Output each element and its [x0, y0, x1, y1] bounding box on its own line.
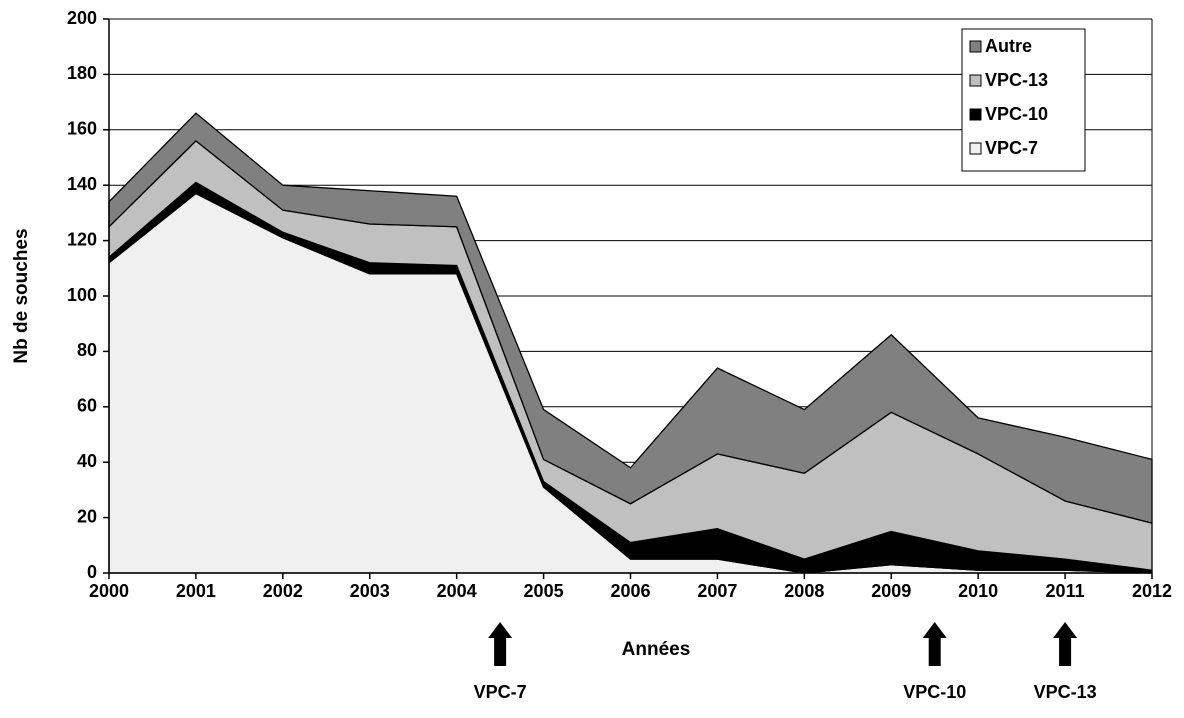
y-tick-label: 20 [77, 506, 97, 526]
x-tick-label: 2008 [784, 581, 824, 601]
y-axis-title: Nb de souches [11, 228, 32, 363]
arrow [1053, 622, 1078, 666]
legend-label: VPC-13 [985, 70, 1048, 90]
x-tick-label: 2001 [176, 581, 216, 601]
legend-swatch [969, 142, 982, 155]
x-tick-label: 2005 [524, 581, 564, 601]
legend-label: Autre [985, 36, 1032, 56]
legend-swatch [969, 74, 982, 87]
x-tick-label: 2002 [263, 581, 303, 601]
x-tick-label: 2006 [610, 581, 650, 601]
legend-label: VPC-7 [985, 138, 1038, 158]
x-axis-title: Années [622, 639, 691, 660]
y-tick-label: 200 [67, 8, 97, 28]
y-tick-label: 40 [77, 451, 97, 471]
y-tick-label: 180 [67, 63, 97, 83]
legend-swatch [969, 40, 982, 53]
annotation: VPC-7 [474, 682, 527, 702]
legend-swatch [969, 108, 982, 121]
x-tick-label: 2012 [1132, 581, 1172, 601]
arrow [922, 622, 947, 666]
y-tick-label: 60 [77, 396, 97, 416]
legend-box [961, 28, 1086, 172]
y-tick-label: 0 [87, 562, 97, 582]
x-tick-label: 2003 [350, 581, 390, 601]
x-tick-label: 2000 [89, 581, 129, 601]
x-tick-label: 2010 [958, 581, 998, 601]
x-tick-label: 2011 [1046, 581, 1085, 601]
x-tick-label: 2007 [697, 581, 737, 601]
legend-label: VPC-10 [985, 104, 1048, 124]
arrow [488, 622, 513, 666]
areas [108, 112, 1153, 574]
annotation: VPC-10 [903, 682, 966, 702]
x-tick-label: 2004 [437, 581, 477, 601]
y-tick-label: 160 [67, 119, 97, 139]
y-tick-label: 140 [67, 174, 97, 194]
y-tick-label: 100 [67, 285, 97, 305]
annotation: VPC-13 [1034, 682, 1097, 702]
x-tick-label: 2009 [871, 581, 911, 601]
y-tick-label: 80 [77, 340, 97, 360]
y-tick-label: 120 [67, 229, 97, 249]
